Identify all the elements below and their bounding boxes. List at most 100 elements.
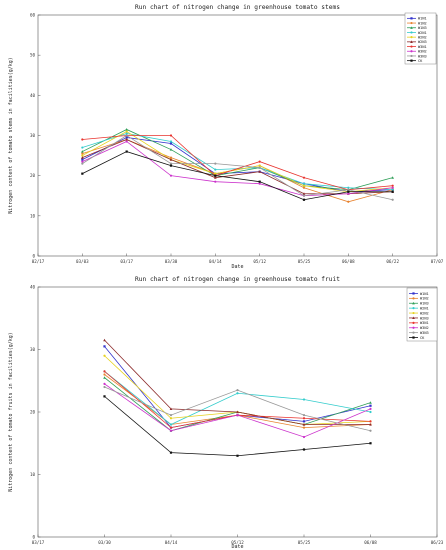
x-tick-label: 04/14 bbox=[165, 540, 178, 545]
legend-label: W1N3 bbox=[420, 302, 429, 306]
data-point bbox=[369, 407, 372, 410]
legend-marker bbox=[410, 54, 413, 58]
data-point bbox=[369, 429, 372, 432]
data-point bbox=[103, 338, 106, 342]
series-w1n2 bbox=[81, 138, 394, 203]
legend-item: W2N2 bbox=[407, 35, 427, 39]
legend-marker bbox=[412, 321, 415, 324]
data-point bbox=[302, 184, 306, 187]
legend-item: CK bbox=[409, 336, 425, 340]
legend-item: W3N3 bbox=[407, 54, 427, 58]
data-point bbox=[103, 395, 106, 398]
y-tick-label: 0 bbox=[32, 254, 35, 259]
legend-item: W3N1 bbox=[409, 321, 429, 325]
data-point bbox=[302, 448, 306, 451]
data-point bbox=[81, 138, 84, 141]
legend-label: W3N3 bbox=[418, 54, 427, 58]
data-point bbox=[214, 180, 217, 183]
legend-item: W2N3 bbox=[407, 40, 427, 44]
data-point bbox=[103, 382, 106, 385]
data-point bbox=[103, 345, 106, 348]
data-point bbox=[258, 160, 261, 163]
data-point bbox=[302, 192, 306, 195]
data-point bbox=[236, 410, 239, 414]
x-tick-label: 03/17 bbox=[32, 540, 45, 545]
data-point bbox=[258, 180, 261, 183]
data-point bbox=[125, 134, 128, 137]
legend-marker bbox=[412, 307, 415, 310]
legend-label: W1N3 bbox=[418, 26, 427, 30]
legend-label: W3N2 bbox=[418, 50, 427, 54]
series-w3n1 bbox=[103, 370, 372, 429]
legend-item: W3N2 bbox=[409, 326, 429, 330]
chart-1: Run chart of nitrogen change in greenhou… bbox=[8, 4, 444, 270]
legend-marker bbox=[412, 326, 415, 329]
x-tick-label: 06/08 bbox=[364, 540, 377, 545]
legend-label: W3N3 bbox=[420, 331, 429, 335]
data-point bbox=[81, 158, 84, 161]
x-tick-label: 04/14 bbox=[209, 259, 222, 264]
data-point bbox=[236, 414, 239, 417]
data-point bbox=[391, 176, 394, 179]
legend-marker bbox=[412, 301, 415, 305]
legend-marker bbox=[410, 59, 413, 62]
y-tick-label: 40 bbox=[30, 93, 36, 98]
data-point bbox=[302, 176, 306, 179]
y-tick-label: 50 bbox=[30, 53, 36, 58]
data-point bbox=[169, 407, 173, 410]
data-point bbox=[125, 150, 128, 153]
data-point bbox=[169, 429, 173, 432]
legend-marker bbox=[410, 45, 413, 48]
data-point bbox=[169, 162, 173, 165]
legend-label: CK bbox=[420, 336, 425, 340]
legend-label: W3N1 bbox=[418, 45, 427, 49]
series-line bbox=[104, 371, 371, 429]
y-tick-label: 10 bbox=[30, 472, 36, 477]
data-point bbox=[258, 164, 261, 167]
series-line bbox=[82, 133, 393, 191]
data-point bbox=[302, 435, 306, 439]
data-point bbox=[391, 184, 394, 187]
data-point bbox=[369, 410, 372, 414]
data-point bbox=[391, 190, 394, 193]
data-point bbox=[258, 182, 261, 185]
legend-marker bbox=[410, 21, 413, 25]
data-point bbox=[169, 414, 173, 417]
legend-marker bbox=[412, 336, 415, 339]
data-point bbox=[103, 373, 106, 376]
y-tick-label: 40 bbox=[30, 285, 36, 290]
series-w1n1 bbox=[81, 136, 394, 193]
x-tick-label: 05/25 bbox=[298, 540, 311, 545]
x-axis-label: Date bbox=[231, 544, 243, 550]
legend-box bbox=[406, 287, 438, 342]
series-line bbox=[82, 135, 393, 191]
legend-label: CK bbox=[418, 59, 423, 63]
legend-label: W2N1 bbox=[420, 306, 429, 310]
legend-item: W2N1 bbox=[407, 31, 427, 35]
legend-label: W2N2 bbox=[420, 311, 429, 315]
y-tick-label: 60 bbox=[30, 13, 36, 18]
data-point bbox=[369, 401, 372, 404]
data-point bbox=[81, 152, 84, 155]
legend-marker bbox=[410, 50, 413, 53]
x-tick-label: 06/23 bbox=[431, 540, 444, 545]
data-point bbox=[236, 454, 239, 457]
data-point bbox=[391, 198, 394, 201]
series-line bbox=[82, 141, 393, 197]
data-point bbox=[369, 404, 372, 407]
legend-item: W1N2 bbox=[409, 297, 429, 301]
series-w2n3 bbox=[103, 338, 372, 426]
legend-marker bbox=[412, 311, 415, 315]
data-point bbox=[258, 170, 261, 173]
x-tick-label: 02/17 bbox=[32, 259, 45, 264]
data-point bbox=[125, 130, 128, 133]
legend-label: W2N2 bbox=[418, 35, 427, 39]
data-point bbox=[125, 136, 128, 139]
data-point bbox=[347, 188, 350, 191]
data-point bbox=[81, 154, 84, 157]
data-point bbox=[169, 164, 173, 167]
series-w3n2 bbox=[103, 382, 372, 439]
legend-item: W3N2 bbox=[407, 50, 427, 54]
